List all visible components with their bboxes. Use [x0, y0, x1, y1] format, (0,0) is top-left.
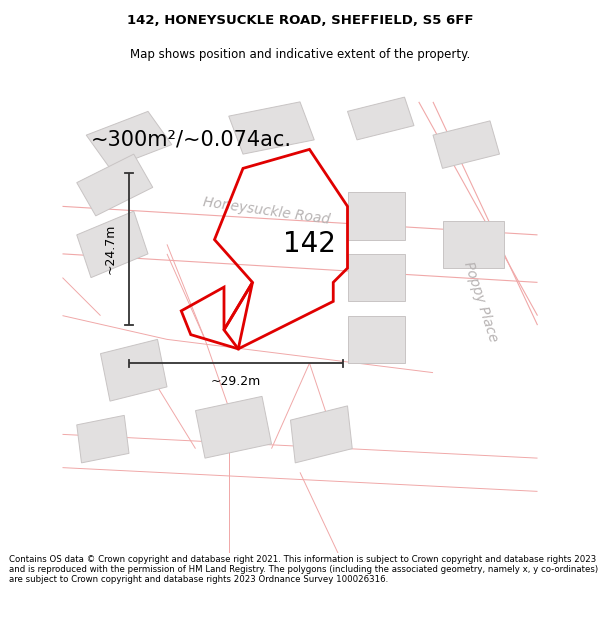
Text: Honeysuckle Road: Honeysuckle Road [202, 195, 331, 227]
Polygon shape [433, 121, 499, 168]
Polygon shape [347, 192, 404, 239]
Polygon shape [347, 254, 404, 301]
Polygon shape [443, 221, 504, 268]
Polygon shape [77, 211, 148, 278]
Text: Poppy Place: Poppy Place [461, 259, 500, 343]
Polygon shape [86, 111, 172, 168]
Polygon shape [77, 154, 153, 216]
Text: 142: 142 [283, 231, 336, 258]
Text: ~29.2m: ~29.2m [211, 375, 261, 388]
Polygon shape [196, 396, 271, 458]
Polygon shape [229, 102, 314, 154]
Polygon shape [347, 97, 414, 140]
Text: Contains OS data © Crown copyright and database right 2021. This information is : Contains OS data © Crown copyright and d… [9, 554, 598, 584]
Text: ~300m²/~0.074ac.: ~300m²/~0.074ac. [91, 130, 292, 150]
Polygon shape [347, 316, 404, 363]
Text: ~24.7m: ~24.7m [104, 224, 117, 274]
Polygon shape [290, 406, 352, 463]
Text: 142, HONEYSUCKLE ROAD, SHEFFIELD, S5 6FF: 142, HONEYSUCKLE ROAD, SHEFFIELD, S5 6FF [127, 14, 473, 27]
Polygon shape [100, 339, 167, 401]
Polygon shape [77, 416, 129, 463]
Text: Map shows position and indicative extent of the property.: Map shows position and indicative extent… [130, 48, 470, 61]
